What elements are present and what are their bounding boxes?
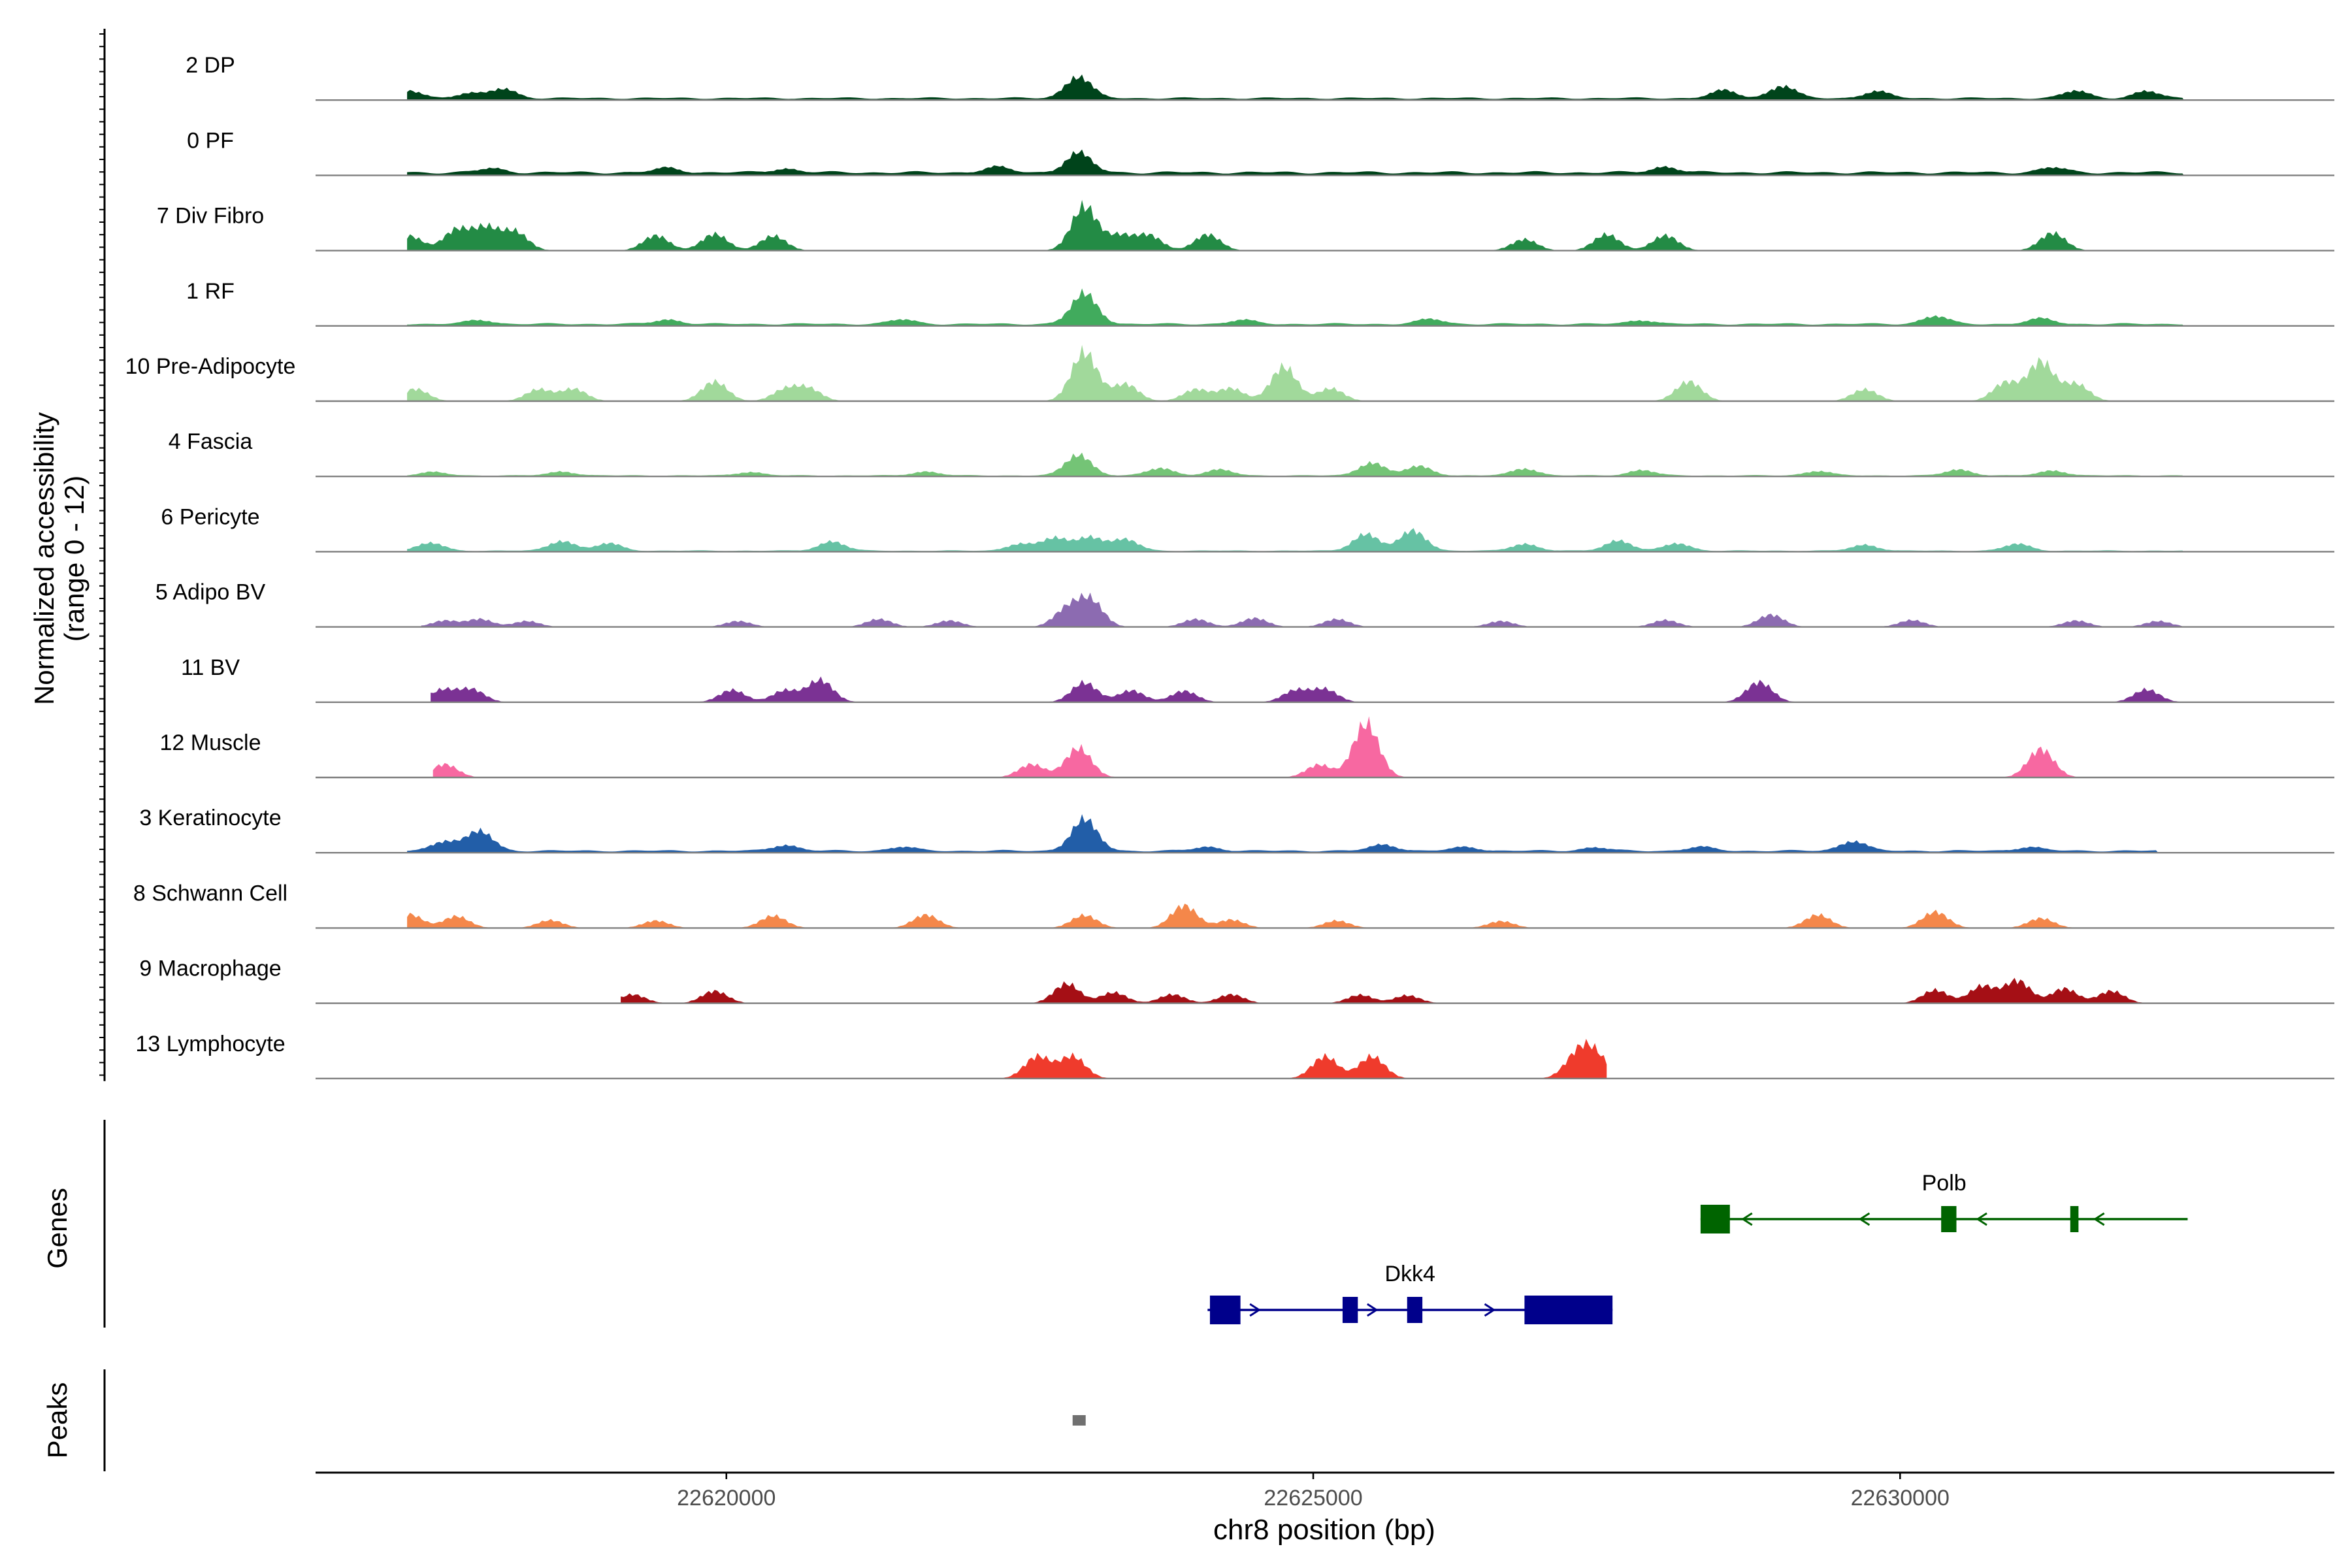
track-5: 10 Pre-Adipocyte [125,344,2334,402]
peaks-panel [103,1369,1086,1471]
gene-label: Dkk4 [1385,1262,1435,1286]
strand-arrow [2093,1212,2105,1226]
track-10: 12 Muscle [160,716,2334,779]
exon [1941,1206,1957,1232]
track-label: 6 Pericyte [161,504,259,529]
strand-arrow [1249,1303,1261,1317]
strand-arrow [1484,1303,1496,1317]
coverage-area [407,149,2184,176]
gene-polb: Polb [1700,1171,2188,1233]
track-label: 5 Adipo BV [155,580,266,605]
x-axis-label: chr8 position (bp) [1213,1514,1435,1546]
gene-dkk4: Dkk4 [1207,1262,1613,1324]
strand-arrow [1858,1212,1870,1226]
coverage-area [407,288,2184,326]
track-4: 1 RF [186,279,2334,327]
track-label: 2 DP [186,53,235,78]
track-9: 11 BV [181,655,2334,704]
track-label: 4 Fascia [169,429,253,454]
coverage-tracks: 2 DP 0 PF 7 Div Fibro 1 RF 10 Pre-Adipocyte 4… [125,53,2334,1080]
track-label: 3 Keratinocyte [139,806,281,830]
genes-panel: Polb Dkk4 [103,1120,2188,1328]
track-label: 13 Lymphocyte [135,1032,285,1056]
coverage-area [621,977,2184,1004]
strand-arrow [1740,1212,1753,1226]
exon [1407,1297,1423,1323]
coverage-area [407,344,2184,401]
gene-label: Polb [1922,1171,1967,1196]
y-axis-label: Normalized accessibility [29,412,59,705]
exon [1524,1296,1613,1324]
track-8: 5 Adipo BV [155,580,2334,628]
coverage-area [985,1039,1607,1079]
track-label: 7 Div Fibro [157,204,264,229]
coverage-area [421,592,2185,627]
track-label: 1 RF [186,279,235,304]
coverage-area [407,74,2184,101]
track-13: 9 Macrophage [139,956,2334,1004]
x-tick-label: 22630000 [1851,1486,1950,1511]
coverage-area [407,528,2184,552]
exon [2070,1206,2079,1232]
exon [1209,1296,1241,1324]
track-6: 4 Fascia [169,429,2334,478]
exon [1700,1205,1730,1233]
x-tick-label: 22625000 [1264,1486,1362,1511]
peak-region [1072,1415,1086,1426]
track-label: 9 Macrophage [139,956,281,981]
x-tick-label: 22620000 [677,1486,776,1511]
track-12: 8 Schwann Cell [133,881,2334,929]
track-label: 8 Schwann Cell [133,881,287,906]
track-11: 3 Keratinocyte [139,806,2334,854]
track-2: 0 PF [187,128,2334,176]
track-1: 2 DP [186,53,2334,101]
track-label: 12 Muscle [160,730,261,755]
exon [1342,1297,1358,1323]
track-label: 10 Pre-Adipocyte [125,354,296,379]
track-14: 13 Lymphocyte [135,1032,2334,1080]
coverage-area [407,452,2184,477]
strand-arrow [1976,1212,1987,1226]
coverage-area [431,676,2184,702]
peaks-panel-label: Peaks [42,1382,73,1459]
coverage-area [407,814,2159,853]
track-label: 0 PF [187,128,234,153]
track-label: 11 BV [181,655,240,680]
coverage-area [433,716,2185,777]
track-3: 7 Div Fibro [157,199,2334,252]
track-7: 6 Pericyte [161,504,2334,553]
coverage-area [407,904,2184,928]
y-axis-range-label: (range 0 - 12) [59,476,90,642]
coverage-area [407,199,2206,251]
strand-arrow [1367,1303,1379,1317]
genes-panel-label: Genes [42,1188,73,1269]
x-axis: 22620000 22625000 22630000 [99,29,2334,1511]
